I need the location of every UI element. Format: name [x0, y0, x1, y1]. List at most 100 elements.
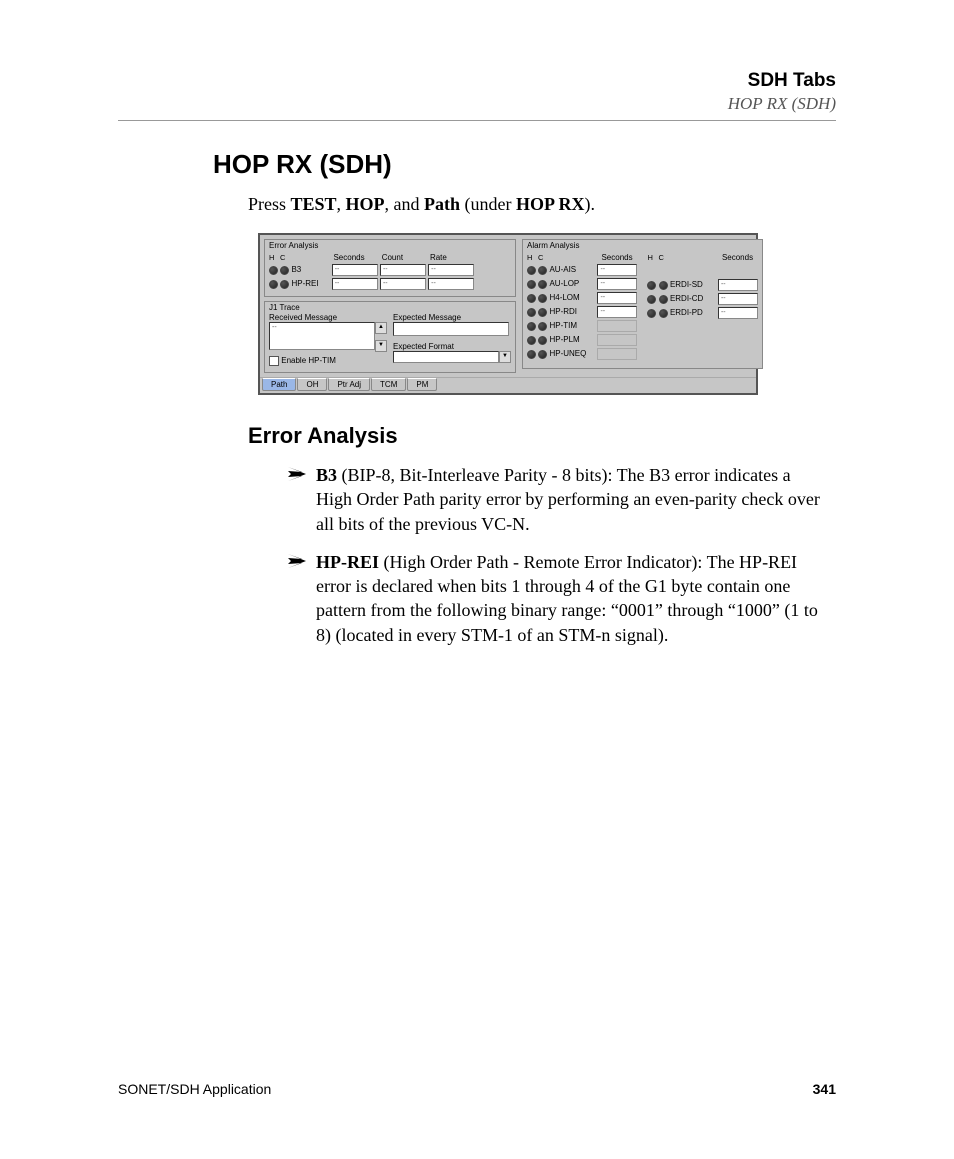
alarm-analysis-group: Alarm Analysis HC Seconds AU-AIS-- AU-LO…	[522, 239, 763, 369]
value-field[interactable]: --	[718, 307, 758, 319]
label-enable-hptim: Enable HP-TIM	[281, 356, 336, 365]
intro-text: ,	[337, 194, 346, 214]
alarm-row: ERDI-SD--	[647, 279, 757, 291]
led-icon	[538, 308, 547, 317]
value-field[interactable]: --	[597, 264, 637, 276]
spinner-up-icon[interactable]: ▲	[375, 322, 387, 334]
group-title: J1 Trace	[269, 303, 511, 312]
alarm-row: HP-RDI--	[527, 306, 637, 318]
checkbox-enable-hptim[interactable]	[269, 356, 279, 366]
alarm-label: HP-RDI	[549, 307, 597, 316]
led-icon	[659, 309, 668, 318]
intro-bold: Path	[424, 194, 460, 214]
intro-bold: HOP RX	[516, 194, 585, 214]
expected-message-field[interactable]	[393, 322, 509, 336]
column-hc: HC	[647, 253, 669, 262]
tab-pm[interactable]: PM	[407, 378, 437, 391]
bullet-arrow-icon	[288, 463, 316, 536]
led-icon	[527, 294, 536, 303]
value-field[interactable]: --	[332, 264, 378, 276]
col-seconds: Seconds	[333, 253, 379, 262]
error-row-b3: B3 -- -- --	[269, 264, 511, 276]
led-icon	[647, 295, 656, 304]
led-icon	[527, 280, 536, 289]
group-title: Error Analysis	[269, 241, 511, 250]
label-received: Received Message	[269, 313, 387, 322]
bullet-term: B3	[316, 465, 337, 485]
led-icon	[280, 266, 289, 275]
value-field[interactable]: --	[597, 292, 637, 304]
value-field[interactable]: --	[332, 278, 378, 290]
led-icon	[269, 280, 278, 289]
value-field[interactable]: --	[718, 279, 758, 291]
embedded-screenshot: Error Analysis HC Seconds Count Rate B3	[258, 233, 836, 395]
row-label: B3	[291, 265, 329, 274]
group-title: Alarm Analysis	[527, 241, 758, 250]
value-field[interactable]: --	[380, 278, 426, 290]
led-icon	[527, 350, 536, 359]
led-icon	[659, 295, 668, 304]
spinner-down-icon[interactable]: ▼	[375, 340, 387, 352]
alarm-label: ERDI-PD	[670, 308, 718, 317]
col-seconds: Seconds	[722, 253, 753, 262]
alarm-row: HP-UNEQ	[527, 348, 637, 360]
alarm-row: HP-TIM	[527, 320, 637, 332]
value-field[interactable]: --	[597, 306, 637, 318]
header-title: SDH Tabs	[118, 70, 836, 92]
intro-paragraph: Press TEST, HOP, and Path (under HOP RX)…	[248, 194, 836, 215]
value-field	[597, 334, 637, 346]
alarm-row: ERDI-CD--	[647, 293, 757, 305]
bullet-item: HP-REI (High Order Path - Remote Error I…	[288, 550, 826, 647]
expected-format-field[interactable]	[393, 351, 499, 363]
intro-text: , and	[385, 194, 425, 214]
alarm-label: AU-AIS	[549, 265, 597, 274]
led-icon	[647, 281, 656, 290]
intro-bold: HOP	[346, 194, 385, 214]
page-footer: SONET/SDH Application 341	[118, 1081, 836, 1097]
tab-tcm[interactable]: TCM	[371, 378, 406, 391]
led-icon	[527, 322, 536, 331]
alarm-label: HP-TIM	[549, 321, 597, 330]
value-field	[597, 348, 637, 360]
alarm-row: HP-PLM	[527, 334, 637, 346]
alarm-label: ERDI-CD	[670, 294, 718, 303]
value-field[interactable]: --	[380, 264, 426, 276]
value-field[interactable]: --	[428, 264, 474, 276]
led-icon	[538, 266, 547, 275]
received-message-field[interactable]: --	[269, 322, 375, 350]
j1-trace-group: J1 Trace Received Message -- ▲ ▼	[264, 301, 516, 373]
heading-1: HOP RX (SDH)	[213, 149, 836, 180]
page-header: SDH Tabs HOP RX (SDH)	[118, 70, 836, 121]
intro-text: Press	[248, 194, 291, 214]
led-icon	[538, 336, 547, 345]
value-field[interactable]: --	[428, 278, 474, 290]
col-seconds: Seconds	[601, 253, 632, 262]
bullet-item: B3 (BIP-8, Bit-Interleave Parity - 8 bit…	[288, 463, 826, 536]
bullet-text: (BIP-8, Bit-Interleave Parity - 8 bits):…	[316, 465, 820, 534]
alarm-label: AU-LOP	[549, 279, 597, 288]
dropdown-icon[interactable]: ▼	[499, 351, 511, 363]
tab-path[interactable]: Path	[262, 378, 296, 391]
tab-ptradj[interactable]: Ptr Adj	[328, 378, 370, 391]
led-icon	[659, 281, 668, 290]
header-subtitle: HOP RX (SDH)	[118, 94, 836, 114]
intro-text: ).	[585, 194, 596, 214]
alarm-row: AU-LOP--	[527, 278, 637, 290]
alarm-row: H4-LOM--	[527, 292, 637, 304]
footer-app-name: SONET/SDH Application	[118, 1081, 271, 1097]
error-analysis-group: Error Analysis HC Seconds Count Rate B3	[264, 239, 516, 297]
value-field[interactable]: --	[718, 293, 758, 305]
label-expected-msg: Expected Message	[393, 313, 511, 322]
heading-2: Error Analysis	[248, 423, 836, 449]
error-row-hprei: HP-REI -- -- --	[269, 278, 511, 290]
label-expected-fmt: Expected Format	[393, 342, 511, 351]
led-icon	[527, 336, 536, 345]
footer-page-number: 341	[813, 1081, 836, 1097]
tab-oh[interactable]: OH	[297, 378, 327, 391]
alarm-row: AU-AIS--	[527, 264, 637, 276]
bullet-text: (High Order Path - Remote Error Indicato…	[316, 552, 818, 645]
led-icon	[538, 294, 547, 303]
led-icon	[527, 266, 536, 275]
bullet-arrow-icon	[288, 550, 316, 647]
value-field[interactable]: --	[597, 278, 637, 290]
